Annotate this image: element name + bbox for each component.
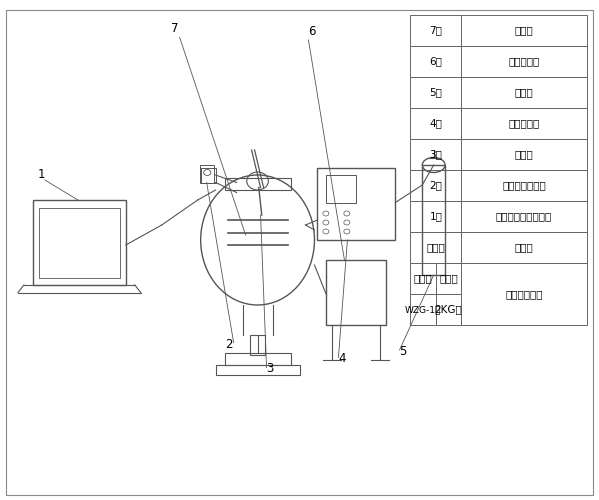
Bar (461, 263, 587, 325)
Text: 真空机组。: 真空机组。 (509, 56, 540, 66)
Text: 型号。: 型号。 (414, 274, 432, 283)
Text: 4。: 4。 (429, 118, 442, 128)
Text: 1: 1 (38, 168, 46, 180)
Text: 气瓶。: 气瓶。 (515, 88, 534, 98)
Text: 3: 3 (267, 362, 274, 376)
Bar (326, 260, 386, 325)
Bar (410, 232, 461, 263)
Text: 真空感应炉。: 真空感应炉。 (506, 289, 543, 299)
Bar (422, 165, 445, 275)
Bar (461, 139, 587, 170)
Bar (326, 175, 356, 203)
Bar (317, 168, 395, 240)
Bar (410, 108, 461, 139)
Text: 6: 6 (308, 25, 316, 38)
Bar (225, 352, 291, 365)
Bar (461, 108, 587, 139)
Bar (410, 15, 461, 46)
Text: 1。: 1。 (429, 212, 442, 222)
Text: 炉体。: 炉体。 (515, 150, 534, 160)
Text: 7: 7 (171, 22, 179, 36)
Text: 序号。: 序号。 (426, 242, 445, 252)
Text: 名称。: 名称。 (515, 242, 534, 252)
Bar (410, 201, 461, 232)
Text: 3。: 3。 (429, 150, 442, 160)
Bar (410, 263, 436, 294)
Text: 容量。: 容量。 (439, 274, 458, 283)
Text: WZG-1。: WZG-1。 (405, 305, 441, 314)
Bar (410, 139, 461, 170)
Text: 电控装置。: 电控装置。 (509, 118, 540, 128)
Bar (461, 77, 587, 108)
Text: 2。: 2。 (429, 180, 442, 190)
Bar (225, 178, 291, 190)
Bar (410, 170, 461, 201)
Bar (461, 170, 587, 201)
Bar (461, 46, 587, 77)
Bar (200, 165, 214, 182)
Bar (410, 77, 461, 108)
Bar (33, 200, 126, 285)
Text: 4: 4 (338, 352, 346, 366)
Bar (461, 201, 587, 232)
Bar (461, 15, 587, 46)
Text: 2: 2 (225, 338, 232, 350)
Bar (461, 232, 587, 263)
Text: 5: 5 (400, 345, 407, 358)
Bar (436, 263, 461, 294)
Bar (39, 208, 120, 278)
Text: 2KG。: 2KG。 (435, 304, 462, 314)
Text: 6。: 6。 (429, 56, 442, 66)
Bar (410, 46, 461, 77)
Bar (250, 335, 265, 355)
Text: 5。: 5。 (429, 88, 442, 98)
Text: 远红外测温仪。: 远红外测温仪。 (502, 180, 546, 190)
Bar (216, 365, 300, 375)
Bar (201, 168, 216, 182)
Text: 线圈。: 线圈。 (515, 26, 534, 36)
Bar (410, 294, 436, 325)
Text: 7。: 7。 (429, 26, 442, 36)
Text: 数据采集记录系统。: 数据采集记录系统。 (496, 212, 552, 222)
Bar (436, 294, 461, 325)
